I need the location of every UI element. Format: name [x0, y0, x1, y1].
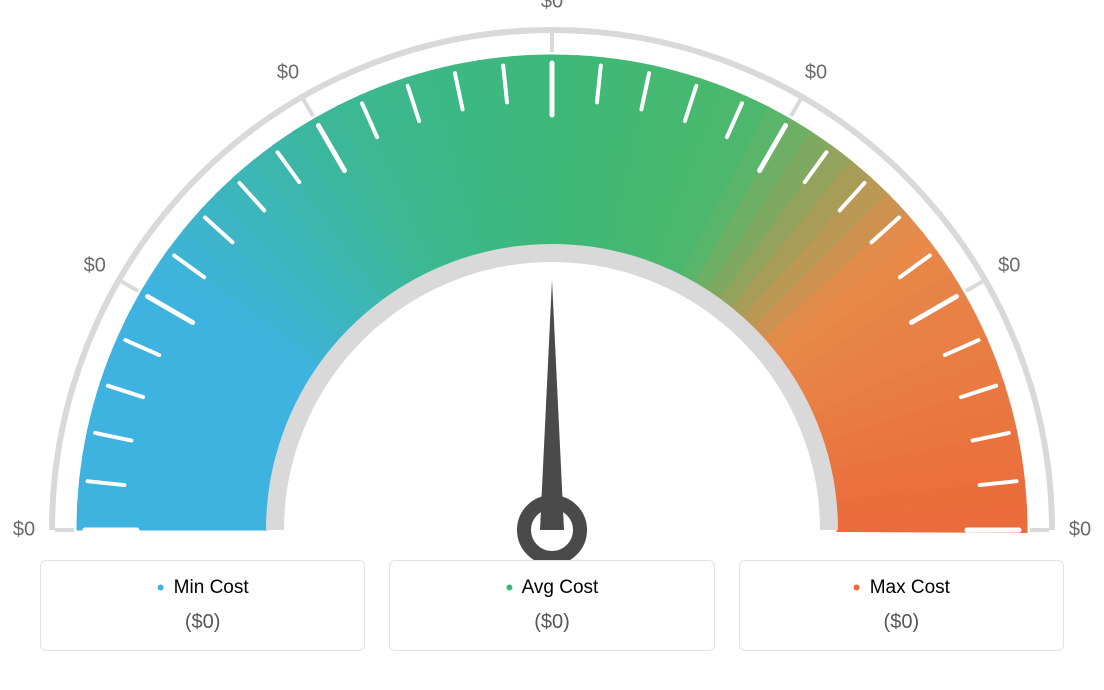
- gauge-tick-label: $0: [1069, 519, 1091, 542]
- legend-avg-value: ($0): [400, 611, 703, 634]
- gauge-tick-label: $0: [805, 61, 827, 84]
- bullet-icon: •: [506, 575, 514, 600]
- legend-row: • Min Cost ($0) • Avg Cost ($0) • Max Co…: [0, 560, 1104, 651]
- gauge-tick-label: $0: [277, 61, 299, 84]
- bullet-icon: •: [853, 575, 861, 600]
- gauge-tick-label: $0: [84, 255, 106, 278]
- gauge-tick-label: $0: [541, 0, 563, 14]
- legend-avg-label: Avg Cost: [522, 577, 599, 598]
- legend-card-avg: • Avg Cost ($0): [389, 560, 714, 651]
- gauge-tick-label: $0: [13, 519, 35, 542]
- gauge-svg: [0, 0, 1104, 560]
- legend-card-max: • Max Cost ($0): [739, 560, 1064, 651]
- legend-card-min: • Min Cost ($0): [40, 560, 365, 651]
- legend-min-label: Min Cost: [174, 577, 249, 598]
- legend-max-label: Max Cost: [870, 577, 950, 598]
- gauge-tick-label: $0: [998, 255, 1020, 278]
- legend-max-value: ($0): [750, 611, 1053, 634]
- legend-avg-title: • Avg Cost: [400, 575, 703, 601]
- legend-min-title: • Min Cost: [51, 575, 354, 601]
- legend-min-value: ($0): [51, 611, 354, 634]
- gauge-chart: $0 $0 $0 $0 $0 $0 $0: [0, 0, 1104, 560]
- bullet-icon: •: [157, 575, 165, 600]
- legend-max-title: • Max Cost: [750, 575, 1053, 601]
